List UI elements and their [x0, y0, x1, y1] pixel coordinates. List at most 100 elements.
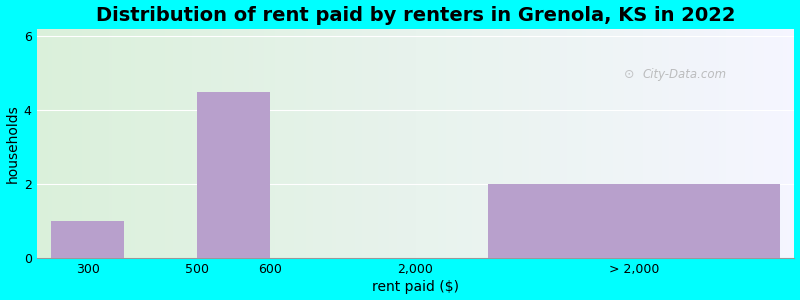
Bar [211, 29, 214, 258]
Bar [775, 29, 779, 258]
Bar [358, 29, 362, 258]
Bar [430, 29, 434, 258]
Bar [654, 29, 658, 258]
Bar [469, 29, 472, 258]
Bar [351, 29, 355, 258]
Bar [397, 29, 400, 258]
Bar [454, 29, 457, 258]
Bar [450, 29, 454, 258]
Bar [544, 29, 548, 258]
Bar [707, 29, 711, 258]
Bar [423, 29, 427, 258]
X-axis label: rent paid ($): rent paid ($) [372, 280, 459, 294]
Bar [738, 29, 742, 258]
Bar [408, 29, 412, 258]
Bar [518, 29, 522, 258]
Bar [541, 29, 544, 258]
Bar [67, 29, 70, 258]
Bar [650, 29, 654, 258]
Bar [214, 29, 218, 258]
Bar [620, 29, 624, 258]
Bar [502, 29, 506, 258]
Bar [559, 29, 563, 258]
Bar [150, 29, 154, 258]
Bar [196, 29, 199, 258]
Bar [590, 29, 594, 258]
Bar [442, 29, 446, 258]
Bar [310, 29, 314, 258]
Bar [347, 29, 351, 258]
Bar [52, 29, 55, 258]
Bar [598, 29, 601, 258]
Bar [768, 29, 772, 258]
Bar [389, 29, 393, 258]
Bar [522, 29, 526, 258]
Bar [181, 29, 184, 258]
Bar [696, 29, 700, 258]
Bar [192, 29, 196, 258]
Bar [199, 29, 203, 258]
Bar [230, 29, 234, 258]
Bar [268, 29, 271, 258]
Bar [670, 29, 673, 258]
Bar [314, 29, 317, 258]
Bar [321, 29, 325, 258]
Bar [499, 29, 502, 258]
Bar [184, 29, 188, 258]
Bar [783, 29, 787, 258]
Bar [374, 29, 378, 258]
Bar [37, 29, 40, 258]
Bar [533, 29, 537, 258]
Bar [48, 29, 52, 258]
Bar [109, 29, 112, 258]
Bar [370, 29, 374, 258]
Bar [294, 29, 298, 258]
Bar [382, 29, 385, 258]
Bar [658, 29, 662, 258]
Bar [142, 29, 146, 258]
Bar [760, 29, 764, 258]
Bar [510, 29, 514, 258]
Bar [438, 29, 442, 258]
Bar [279, 29, 283, 258]
Bar [605, 29, 609, 258]
Bar [734, 29, 738, 258]
Bar [139, 29, 142, 258]
Bar [578, 29, 582, 258]
Bar [753, 29, 757, 258]
Bar [207, 29, 211, 258]
Bar [82, 29, 86, 258]
Bar [677, 29, 681, 258]
Bar [286, 29, 290, 258]
Bar [120, 29, 124, 258]
Bar [742, 29, 745, 258]
Bar [779, 29, 783, 258]
Bar [101, 29, 105, 258]
Bar [446, 29, 450, 258]
Bar [166, 29, 170, 258]
Bar [290, 29, 294, 258]
Bar [700, 29, 703, 258]
Bar [131, 29, 135, 258]
Bar [685, 29, 688, 258]
Bar [298, 29, 302, 258]
Bar [639, 29, 643, 258]
Bar [711, 29, 715, 258]
Bar [628, 29, 631, 258]
Bar [340, 29, 343, 258]
Bar [526, 29, 529, 258]
Bar [218, 29, 222, 258]
Bar [757, 29, 760, 258]
Bar [362, 29, 366, 258]
Bar [552, 29, 556, 258]
Bar [563, 29, 567, 258]
Bar [567, 29, 571, 258]
Bar [116, 29, 120, 258]
Bar [135, 29, 139, 258]
Bar [703, 29, 707, 258]
Bar [98, 29, 101, 258]
Bar [461, 29, 465, 258]
Bar [336, 29, 340, 258]
Bar [582, 29, 586, 258]
Bar [355, 29, 358, 258]
